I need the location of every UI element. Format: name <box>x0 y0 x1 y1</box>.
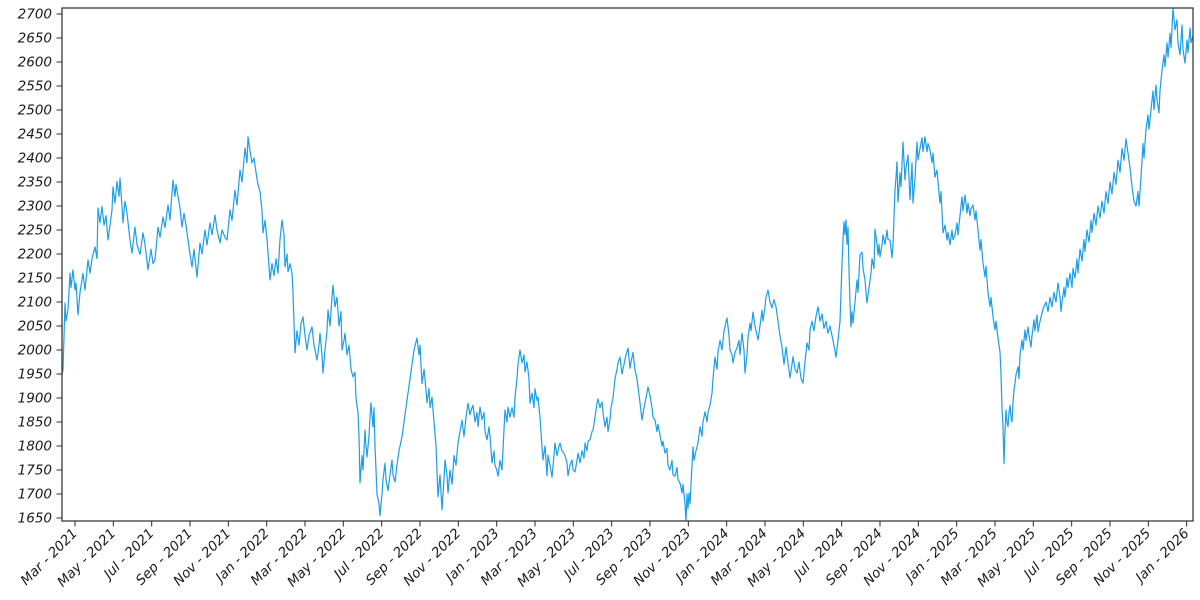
price-line <box>62 8 1193 521</box>
plot-border <box>61 7 1194 522</box>
y-tick-label: 2350 <box>18 175 52 191</box>
y-tick-label: 2100 <box>18 295 52 311</box>
y-tick-label: 1900 <box>18 391 52 407</box>
y-tick-label: 1750 <box>18 463 52 479</box>
y-tick-label: 1800 <box>18 439 52 455</box>
y-tick-label: 2300 <box>18 199 52 215</box>
y-tick-label: 1850 <box>18 415 52 431</box>
y-tick-label: 1700 <box>18 487 52 503</box>
y-tick-label: 2500 <box>18 103 52 119</box>
y-tick-label: 1650 <box>18 511 52 527</box>
y-tick-label: 2200 <box>18 247 52 263</box>
y-tick-label: 2450 <box>18 127 52 143</box>
y-tick-label: 2250 <box>18 223 52 239</box>
y-tick-label: 2050 <box>18 319 52 335</box>
y-tick-label: 2600 <box>18 55 52 71</box>
y-tick-label: 2650 <box>18 31 52 47</box>
y-tick-label: 2150 <box>18 271 52 287</box>
y-tick-label: 2000 <box>18 343 52 359</box>
y-tick-label: 2400 <box>18 151 52 167</box>
y-tick-label: 1950 <box>18 367 52 383</box>
y-tick-label: 2700 <box>18 7 52 23</box>
y-tick-label: 2550 <box>18 79 52 95</box>
